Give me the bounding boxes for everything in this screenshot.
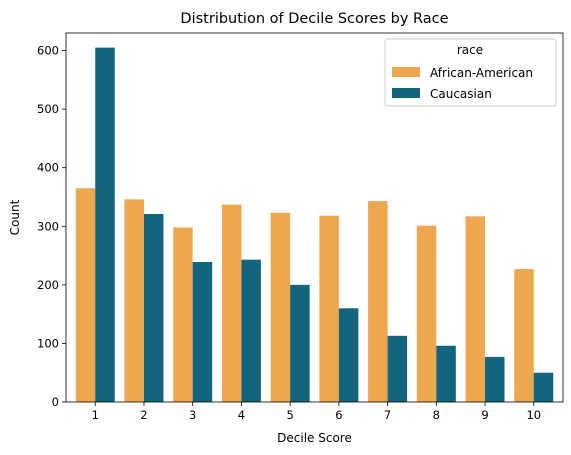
y-tick-label: 300 [37,219,59,233]
bar-caucasian-3 [192,262,213,402]
bar-african-american-7 [368,201,388,402]
bar-african-american-3 [173,227,193,402]
x-tick-label: 7 [384,408,391,422]
bar-caucasian-6 [338,308,359,402]
y-tick-label: 400 [37,161,59,175]
plot-area-frame [65,32,564,403]
x-tick-label: 2 [140,408,147,422]
x-tick-label: 3 [189,408,196,422]
bar-caucasian-7 [387,335,408,402]
legend-title: race [457,43,483,57]
legend-label-african-american: African-American [430,66,533,80]
x-axis-label: Decile Score [277,431,352,445]
y-tick-label: 100 [37,336,59,350]
bar-african-american-2 [124,199,144,402]
bar-african-american-5 [270,212,291,402]
x-tick-label: 1 [92,408,99,422]
bar-caucasian-10 [533,372,554,402]
bar-caucasian-8 [436,345,456,402]
bars-group [75,47,554,403]
bar-african-american-1 [75,188,96,402]
bar-african-american-8 [416,225,437,402]
bar-african-american-10 [514,269,534,402]
x-tick-label: 4 [238,408,245,422]
chart-title: Distribution of Decile Scores by Race [180,11,448,27]
x-tick-label: 9 [481,408,488,422]
legend-swatch-caucasian [392,88,420,98]
x-axis-ticks: 1 2 3 4 5 6 7 8 9 10 [92,402,541,422]
legend-label-caucasian: Caucasian [430,87,492,101]
x-tick-label: 5 [286,408,293,422]
bar-caucasian-5 [290,284,310,402]
y-axis-ticks: 0 100 200 300 400 500 600 [37,44,66,409]
y-axis-label: Count [8,199,22,235]
bar-caucasian-1 [95,47,115,403]
bar-african-american-9 [465,216,486,402]
bar-caucasian-9 [485,356,505,402]
x-tick-label: 8 [433,408,440,422]
y-tick-label: 500 [37,102,59,116]
x-tick-label: 6 [335,408,342,422]
bar-african-american-6 [319,215,339,402]
legend: race African-American Caucasian [384,38,557,107]
x-tick-label: 10 [526,408,541,422]
bar-caucasian-2 [143,213,164,402]
y-tick-label: 200 [37,278,59,292]
bar-african-american-4 [221,204,242,402]
bar-caucasian-4 [241,259,261,402]
y-tick-label: 0 [52,395,59,409]
legend-swatch-african-american [392,67,420,77]
y-tick-label: 600 [37,44,59,58]
legend-box [384,38,557,107]
